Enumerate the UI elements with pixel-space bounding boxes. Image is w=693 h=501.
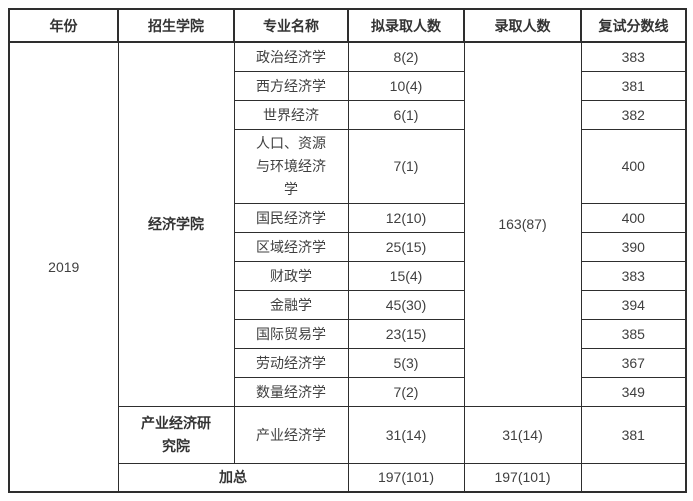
cell-score: 394 bbox=[580, 289, 687, 320]
table-row: 财政学 15(4) 383 bbox=[9, 260, 687, 291]
table-row: 人口、资源 与环境经济 学 7(1) 400 bbox=[9, 128, 687, 204]
table-row: 区域经济学 25(15) 390 bbox=[9, 231, 687, 262]
table-row: 世界经济 6(1) 382 bbox=[9, 99, 687, 130]
header-admitted-count: 录取人数 bbox=[463, 8, 582, 43]
cell-total-admitted: 197(101) bbox=[463, 462, 582, 493]
cell-planned: 15(4) bbox=[347, 260, 465, 291]
cell-year: 2019 bbox=[8, 41, 119, 493]
cell-major: 劳动经济学 bbox=[233, 347, 349, 378]
cell-planned: 6(1) bbox=[347, 99, 465, 130]
cell-admitted: 31(14) bbox=[463, 405, 582, 464]
cell-score: 349 bbox=[580, 376, 687, 407]
header-planned-count: 拟录取人数 bbox=[347, 8, 465, 43]
cell-planned: 7(1) bbox=[347, 128, 465, 204]
cell-planned: 12(10) bbox=[347, 202, 465, 233]
cell-score: 381 bbox=[580, 405, 687, 464]
cell-score: 381 bbox=[580, 70, 687, 101]
cell-planned: 10(4) bbox=[347, 70, 465, 101]
cell-score: 400 bbox=[580, 202, 687, 233]
cell-planned: 45(30) bbox=[347, 289, 465, 320]
table-row: 2019 经济学院 政治经济学 8(2) 163(87) 383 bbox=[8, 41, 687, 493]
cell-score: 383 bbox=[580, 41, 687, 72]
cell-major: 区域经济学 bbox=[233, 231, 349, 262]
cell-score: 382 bbox=[580, 99, 687, 130]
cell-planned: 8(2) bbox=[347, 41, 465, 72]
cell-major: 西方经济学 bbox=[233, 70, 349, 101]
cell-total-planned: 197(101) bbox=[347, 462, 465, 493]
cell-major: 国际贸易学 bbox=[233, 318, 349, 349]
cell-total-score-empty bbox=[580, 462, 687, 493]
cell-planned: 31(14) bbox=[347, 405, 465, 464]
cell-major: 金融学 bbox=[233, 289, 349, 320]
table-row: 西方经济学 10(4) 381 bbox=[9, 70, 687, 101]
cell-major: 人口、资源 与环境经济 学 bbox=[233, 128, 349, 204]
cell-major: 产业经济学 bbox=[233, 405, 349, 464]
cell-score: 400 bbox=[580, 128, 687, 204]
cell-score: 367 bbox=[580, 347, 687, 378]
cell-major: 数量经济学 bbox=[233, 376, 349, 407]
table-row: 金融学 45(30) 394 bbox=[9, 289, 687, 320]
admissions-table: 年份 招生学院 专业名称 拟录取人数 录取人数 复试分数线 2019 经济学院 … bbox=[8, 8, 687, 493]
table-row: 产业经济研 究院 产业经济学 31(14) 31(14) 381 bbox=[9, 405, 687, 464]
total-row: 加总 197(101) 197(101) bbox=[9, 462, 687, 493]
header-row: 年份 招生学院 专业名称 拟录取人数 录取人数 复试分数线 bbox=[8, 8, 687, 43]
cell-total-label: 加总 bbox=[117, 462, 349, 493]
cell-planned: 23(15) bbox=[347, 318, 465, 349]
cell-major: 世界经济 bbox=[233, 99, 349, 130]
cell-admitted-merged: 163(87) bbox=[463, 41, 582, 407]
cell-college-economics: 经济学院 bbox=[117, 41, 235, 407]
table-row: 劳动经济学 5(3) 367 bbox=[9, 347, 687, 378]
cell-planned: 25(15) bbox=[347, 231, 465, 262]
cell-planned: 5(3) bbox=[347, 347, 465, 378]
cell-major: 国民经济学 bbox=[233, 202, 349, 233]
header-college: 招生学院 bbox=[117, 8, 235, 43]
header-retest-score-line: 复试分数线 bbox=[580, 8, 687, 43]
table-row: 数量经济学 7(2) 349 bbox=[9, 376, 687, 407]
cell-score: 385 bbox=[580, 318, 687, 349]
cell-major: 政治经济学 bbox=[233, 41, 349, 72]
cell-score: 390 bbox=[580, 231, 687, 262]
cell-planned: 7(2) bbox=[347, 376, 465, 407]
cell-major: 财政学 bbox=[233, 260, 349, 291]
cell-college-industrial: 产业经济研 究院 bbox=[117, 405, 235, 464]
header-year: 年份 bbox=[8, 8, 119, 43]
header-major: 专业名称 bbox=[233, 8, 349, 43]
cell-score: 383 bbox=[580, 260, 687, 291]
